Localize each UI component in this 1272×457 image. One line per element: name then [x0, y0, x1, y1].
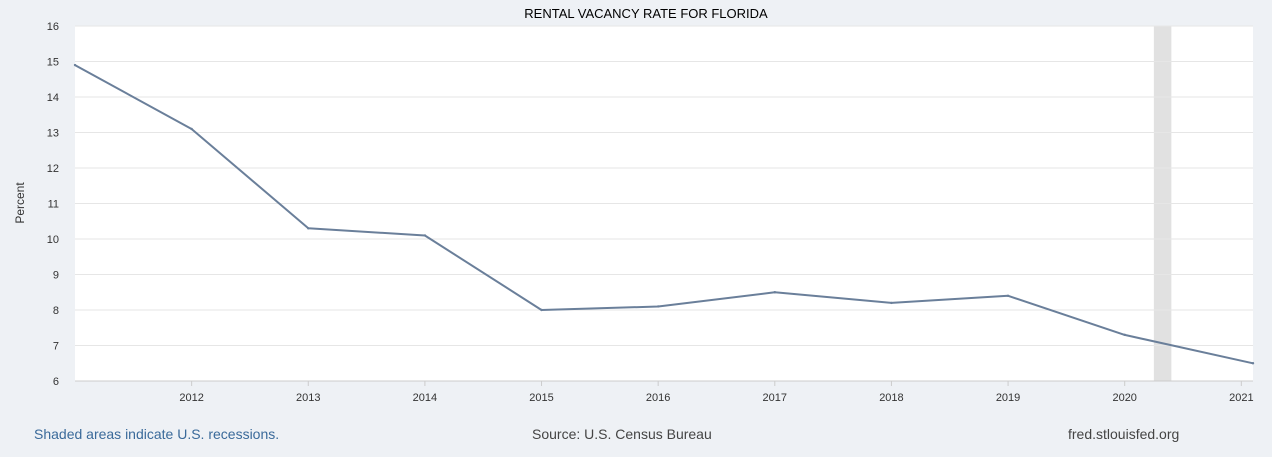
y-tick-label: 8: [53, 305, 59, 317]
data-point: [190, 127, 193, 131]
data-point: [1251, 362, 1255, 365]
x-tick-label: 2016: [646, 392, 670, 404]
y-tick-label: 9: [53, 270, 59, 282]
source-label: Source: U.S. Census Bureau: [532, 426, 712, 442]
x-tick-label: 2015: [529, 392, 553, 404]
y-tick-label: 12: [47, 163, 59, 175]
x-tick-label: 2021: [1229, 392, 1253, 404]
data-point: [656, 305, 660, 308]
y-tick-label: 7: [53, 341, 59, 353]
data-point: [307, 227, 310, 230]
y-tick-label: 11: [48, 199, 59, 211]
x-tick-label: 2019: [996, 392, 1020, 404]
y-tick-label: 6: [53, 376, 59, 388]
recession-note: Shaded areas indicate U.S. recessions.: [34, 426, 280, 442]
y-tick-label: 16: [47, 21, 59, 33]
x-tick-label: 2020: [1112, 392, 1136, 404]
chart-title: RENTAL VACANCY RATE FOR FLORIDA: [524, 6, 768, 21]
data-point: [773, 291, 777, 294]
data-point: [1123, 333, 1126, 337]
y-axis-title: Percent: [13, 182, 27, 224]
data-point: [540, 308, 543, 312]
data-point: [890, 301, 893, 305]
x-tick-label: 2012: [179, 392, 203, 404]
x-tick-label: 2018: [879, 392, 903, 404]
y-tick-label: 15: [47, 57, 59, 69]
site-link[interactable]: fred.stlouisfed.org: [1068, 426, 1180, 442]
series-layer: [73, 63, 1255, 365]
data-point: [423, 234, 427, 237]
x-tick-label: 2017: [763, 392, 787, 404]
y-tick-label: 14: [47, 92, 59, 104]
x-tick-label: 2014: [413, 392, 437, 404]
x-axis-ticks: 2012 2013 2014 2015 2016 2017 2018 2019 2020 2021: [75, 380, 1254, 404]
data-point: [1006, 294, 1010, 297]
y-tick-label: 10: [47, 234, 59, 246]
y-axis-ticks: 6 7 8 9 10 11 12 13 14 15 16: [47, 21, 59, 388]
data-point: [73, 63, 77, 67]
x-tick-label: 2013: [296, 392, 320, 404]
y-tick-label: 13: [47, 128, 59, 140]
